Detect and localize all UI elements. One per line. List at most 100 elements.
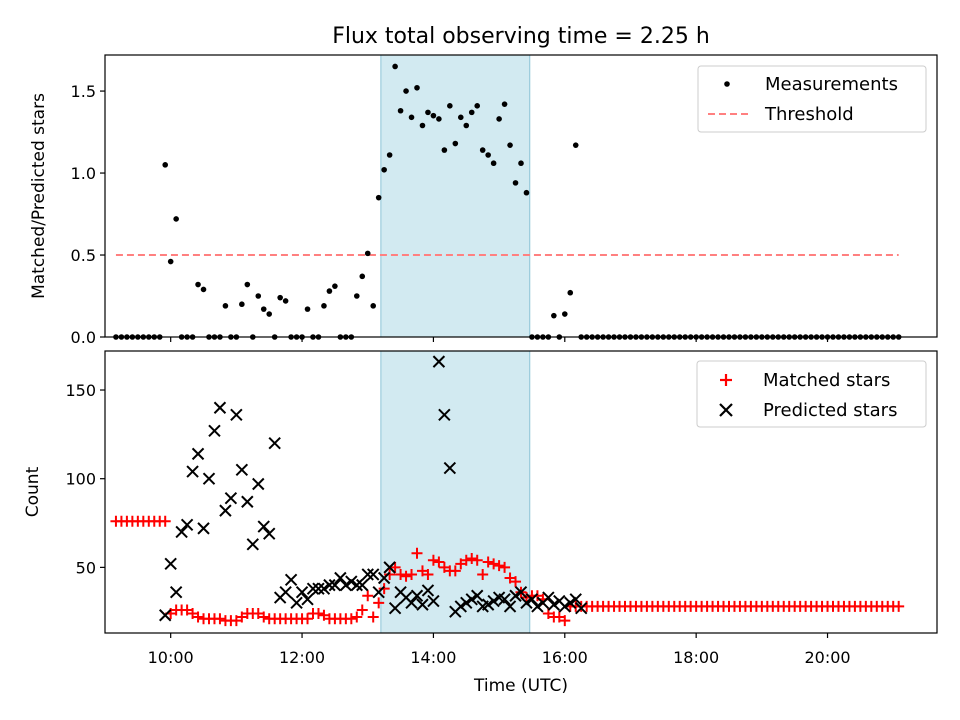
measurement-point [518, 160, 524, 167]
predicted-star-point [235, 463, 249, 477]
observing-window-highlight [380, 54, 531, 338]
top-axes-frame [104, 54, 938, 338]
measurement-point [408, 114, 415, 121]
measurement-point [282, 298, 289, 304]
matched-star-point [411, 547, 423, 559]
top-ytick-label: 0.5 [71, 246, 96, 265]
predicted-star-point [383, 561, 396, 574]
matched-star-point [499, 561, 511, 573]
measurement-point [507, 142, 513, 148]
measurement-point [403, 88, 409, 94]
predicted-star-point [372, 586, 385, 599]
measurement-point [447, 103, 453, 109]
measurement-point [332, 283, 338, 289]
measurement-point [501, 101, 508, 107]
measurement-point [222, 303, 229, 309]
predicted-star-point [345, 575, 358, 588]
matched-stars-points [110, 515, 905, 627]
matched-star-point [406, 568, 418, 580]
measurement-point [397, 107, 404, 114]
predicted-star-point [350, 578, 363, 592]
legend-threshold-label: Threshold [764, 104, 854, 125]
measurement-point [463, 122, 470, 129]
predicted-star-point [268, 437, 281, 450]
legend-predicted-label: Predicted stars [763, 400, 897, 421]
top-x-axis-ticks [170, 337, 829, 342]
predicted-star-point [427, 594, 440, 608]
bottom-xtick-label: 14:00 [410, 648, 456, 667]
predicted-star-point [284, 573, 298, 586]
matched-star-point [449, 565, 461, 577]
matched-star-point [466, 553, 478, 565]
predicted-star-point [388, 601, 402, 615]
measurement-point [162, 162, 169, 168]
predicted-star-point [169, 586, 183, 599]
measurement-point [512, 180, 519, 186]
predicted-star-point [454, 600, 467, 613]
measurement-point [375, 194, 382, 201]
predicted-star-point [542, 591, 555, 604]
predicted-stars-points [159, 355, 588, 622]
matched-star-point [302, 613, 314, 625]
bottom-legend-box [696, 360, 927, 428]
chart-title: Flux total observing time = 2.25 h [332, 24, 710, 49]
predicted-star-point [503, 600, 517, 613]
predicted-star-point [509, 589, 522, 602]
measurement-point [326, 288, 333, 294]
matched-star-point [471, 554, 483, 566]
measurement-point [353, 293, 360, 299]
measurement-point [364, 250, 371, 257]
predicted-star-point [432, 355, 446, 368]
bottom-y-axis-ticks: 50 100 150 [65, 381, 105, 577]
top-y-axis-ticks: 0.0 0.5 1.0 1.5 [71, 82, 105, 347]
bottom-xtick-label: 18:00 [673, 648, 719, 667]
measurement-point [321, 303, 327, 309]
predicted-star-point [514, 586, 528, 599]
matched-star-point [373, 597, 385, 609]
legend-matched-marker [720, 374, 732, 386]
measurement-point [260, 306, 267, 312]
predicted-star-point [252, 477, 265, 491]
matched-star-point [460, 554, 472, 566]
predicted-star-point [202, 472, 216, 485]
measurement-point [195, 281, 201, 288]
bottom-axes-frame [104, 350, 938, 634]
measurement-point [490, 160, 497, 167]
predicted-star-point [164, 557, 177, 571]
top-legend-box [697, 65, 927, 133]
legend-matched-label: Matched stars [763, 370, 890, 391]
matched-star-point [493, 560, 505, 572]
predicted-star-point [564, 596, 577, 610]
measurement-point [173, 216, 179, 222]
measurement-point [485, 152, 491, 158]
predicted-star-point [487, 594, 500, 608]
matched-star-point [510, 576, 522, 588]
matched-star-point [482, 556, 494, 568]
predicted-star-point [257, 520, 270, 533]
x-axis-label: Time (UTC) [473, 676, 568, 696]
predicted-star-point [361, 568, 374, 581]
predicted-star-point [481, 598, 495, 611]
measurement-point [266, 311, 273, 317]
predicted-star-point [416, 598, 429, 611]
predicted-star-point [295, 586, 309, 599]
measurement-point [572, 142, 579, 148]
matched-star-point [192, 611, 204, 623]
measurement-point [255, 293, 262, 299]
measurement-point [452, 140, 459, 147]
predicted-star-point [575, 601, 588, 615]
measurement-point [479, 147, 486, 153]
top-ytick-label: 1.5 [71, 82, 96, 101]
predicted-star-point [306, 582, 320, 595]
predicted-star-point [438, 408, 451, 422]
top-legend: Measurements Threshold [697, 65, 927, 133]
predicted-star-point [460, 596, 473, 610]
predicted-star-point [465, 593, 478, 606]
measurement-point [392, 63, 398, 70]
predicted-star-point [290, 596, 303, 610]
predicted-star-point [520, 596, 533, 610]
bottom-xtick-label: 16:00 [542, 648, 588, 667]
top-ytick-label: 1.0 [71, 164, 96, 183]
matched-star-point [159, 515, 171, 527]
